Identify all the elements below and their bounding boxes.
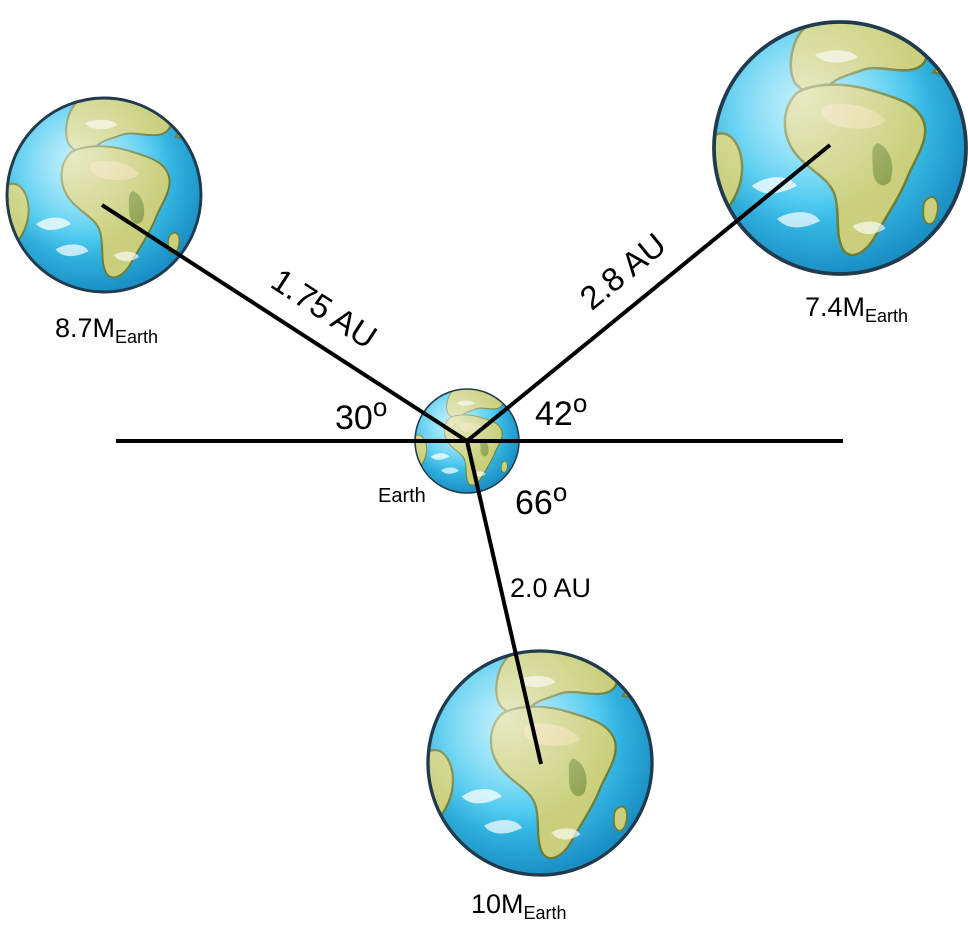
angle-label-left: 30o [335, 392, 387, 437]
earth-label: Earth [378, 485, 426, 507]
distance-line-right [465, 143, 832, 443]
distance-label-right: 2.8 AU [573, 225, 673, 316]
distance-label-bottom: 2.0 AU [510, 573, 591, 603]
mass-label-left: 8.7MEarth [55, 313, 158, 347]
mass-label-right: 7.4MEarth [805, 292, 908, 326]
mass-label-bottom: 10MEarth [471, 889, 567, 923]
angle-label-bottom: 66o [515, 477, 567, 522]
distance-line-left [100, 203, 469, 443]
planet-left-globe-icon [0, 97, 211, 292]
distance-label-left: 1.75 AU [265, 261, 384, 356]
distance-line-bottom [465, 440, 543, 765]
planet-right-globe-icon [701, 20, 968, 274]
angle-label-right: 42o [535, 388, 587, 433]
